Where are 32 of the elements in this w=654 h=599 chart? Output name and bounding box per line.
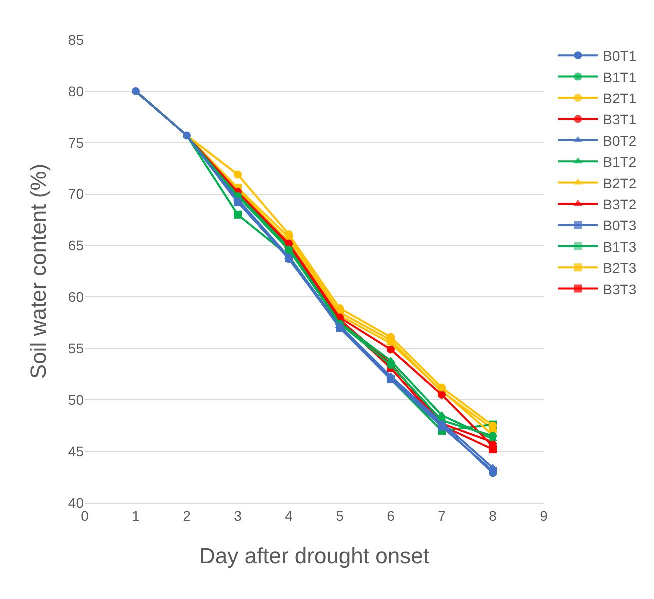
legend-label: B0T3 — [603, 218, 637, 234]
x-tick-label: 8 — [489, 508, 498, 524]
legend-label: B0T1 — [603, 48, 637, 64]
legend-label: B0T2 — [603, 132, 637, 149]
y-axis-title: Soil water content (%) — [26, 164, 52, 380]
y-tick-label: 70 — [68, 186, 84, 202]
legend-label: B3T2 — [603, 196, 637, 212]
y-tick-label: 55 — [68, 340, 84, 357]
x-tick-label: 3 — [234, 508, 242, 524]
y-tick-label: 65 — [68, 238, 84, 254]
y-tick-label: 75 — [68, 134, 84, 151]
legend-label: B1T1 — [603, 69, 637, 86]
y-tick-label: 45 — [68, 443, 84, 460]
legend-label: B3T3 — [603, 281, 637, 298]
legend-label: B3T1 — [603, 112, 637, 128]
y-tick-label: 50 — [68, 392, 84, 408]
legend-label: B2T1 — [603, 90, 637, 106]
x-tick-label: 5 — [336, 508, 344, 524]
y-tick-label: 60 — [68, 289, 84, 306]
y-tick-label: 85 — [68, 32, 84, 48]
legend-label: B2T3 — [603, 260, 637, 276]
x-tick-label: 4 — [285, 508, 294, 524]
legend-label: B2T2 — [603, 175, 637, 192]
legend-label: B1T2 — [603, 154, 637, 170]
x-axis-title: Day after drought onset — [200, 544, 430, 569]
y-tick-label: 80 — [68, 83, 84, 100]
x-tick-label: 7 — [438, 508, 446, 524]
x-tick-label: 6 — [387, 508, 396, 524]
x-tick-label: 2 — [183, 508, 192, 524]
legend-label: B1T3 — [603, 238, 637, 255]
x-tick-label: 1 — [132, 508, 140, 524]
x-tick-label: 9 — [540, 508, 548, 524]
